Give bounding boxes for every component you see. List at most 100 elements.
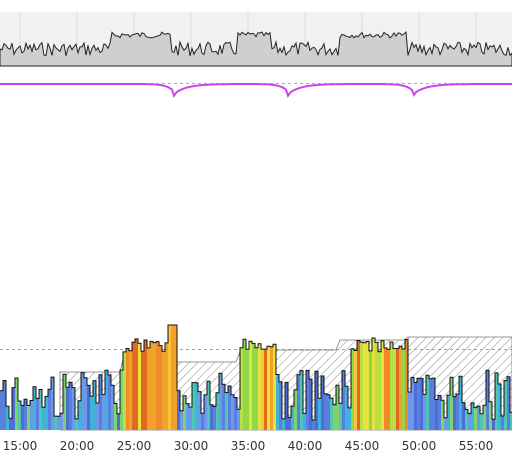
power-colored-bars	[0, 325, 512, 430]
power-bar	[420, 378, 423, 430]
power-bar	[102, 394, 105, 430]
power-bar	[270, 346, 273, 430]
power-bar	[42, 407, 45, 430]
power-bar	[159, 345, 162, 430]
power-bar	[462, 402, 465, 430]
power-bar	[480, 413, 483, 430]
purple-trace	[0, 83, 512, 99]
power-bar	[114, 403, 117, 430]
power-bar	[423, 394, 426, 430]
power-bar	[267, 346, 270, 430]
power-bar	[111, 385, 114, 430]
power-bar	[450, 377, 453, 430]
power-bar	[504, 380, 507, 430]
power-bar	[507, 376, 510, 430]
power-bar	[486, 370, 489, 430]
power-bar	[402, 349, 405, 430]
power-bar	[171, 325, 174, 430]
power-bar	[393, 348, 396, 430]
power-bar	[390, 342, 393, 430]
power-bar	[360, 342, 363, 430]
power-bar	[234, 397, 237, 430]
power-bar	[189, 407, 192, 430]
power-bar	[27, 405, 30, 430]
power-bar	[78, 400, 81, 430]
power-bar	[336, 385, 339, 430]
power-bar	[321, 376, 324, 430]
power-bar	[30, 400, 33, 430]
power-bar	[6, 406, 9, 430]
power-bar	[147, 347, 150, 430]
power-bar	[36, 398, 39, 430]
power-bar	[330, 398, 333, 430]
power-bar	[198, 391, 201, 430]
purple-panel	[0, 83, 512, 99]
power-bar	[33, 386, 36, 430]
power-bar	[303, 413, 306, 430]
power-bar	[48, 389, 51, 430]
power-bar	[126, 348, 129, 430]
power-bar	[399, 346, 402, 430]
power-bar	[363, 342, 366, 430]
power-bar	[162, 351, 165, 430]
power-bar	[60, 413, 63, 430]
x-tick-55: 55:00	[459, 439, 494, 453]
power-bar	[408, 392, 411, 430]
power-bar	[375, 342, 378, 430]
power-bar	[84, 377, 87, 430]
power-bar	[204, 394, 207, 430]
power-bar	[294, 389, 297, 430]
power-bar	[279, 381, 282, 430]
power-bar	[81, 372, 84, 430]
power-bar	[435, 399, 438, 430]
power-bar	[240, 347, 243, 430]
power-bar	[381, 340, 384, 430]
power-bar	[9, 418, 12, 430]
power-bar	[366, 341, 369, 430]
power-bar	[426, 375, 429, 430]
power-bar	[468, 413, 471, 430]
power-bar	[384, 347, 387, 430]
power-bar	[150, 341, 153, 430]
power-bar	[75, 418, 78, 430]
power-bar	[51, 377, 54, 430]
power-bar	[201, 413, 204, 430]
power-bar	[387, 349, 390, 430]
power-bar	[474, 407, 477, 430]
power-bar	[135, 338, 138, 430]
power-bar	[153, 342, 156, 430]
power-bar	[309, 379, 312, 430]
power-bar	[246, 349, 249, 430]
power-bar	[495, 372, 498, 430]
x-axis: 15:00 20:00 25:00 30:00 35:00 40:00 45:0…	[3, 439, 494, 453]
power-bar	[183, 395, 186, 430]
power-bar	[255, 347, 258, 430]
power-bar	[342, 370, 345, 430]
power-bar	[441, 400, 444, 430]
power-bar	[216, 392, 219, 430]
power-bar	[219, 373, 222, 430]
power-bar	[177, 390, 180, 430]
x-tick-45: 45:00	[345, 439, 380, 453]
power-bar	[132, 342, 135, 430]
power-bar	[90, 396, 93, 430]
power-bar	[459, 376, 462, 430]
power-bar	[477, 406, 480, 430]
power-bar	[315, 371, 318, 430]
power-bar	[249, 341, 252, 430]
power-bar	[306, 370, 309, 430]
power-bar	[72, 387, 75, 430]
power-bar	[66, 387, 69, 430]
power-bar	[222, 384, 225, 430]
power-bar	[12, 387, 15, 430]
power-bar	[351, 348, 354, 430]
power-bar	[264, 349, 267, 430]
top-panel	[0, 12, 512, 67]
power-bar	[54, 416, 57, 430]
power-bar	[471, 402, 474, 430]
top-panel-area	[0, 31, 512, 67]
power-bar	[93, 380, 96, 430]
power-bar	[99, 374, 102, 430]
power-bar	[258, 343, 261, 430]
